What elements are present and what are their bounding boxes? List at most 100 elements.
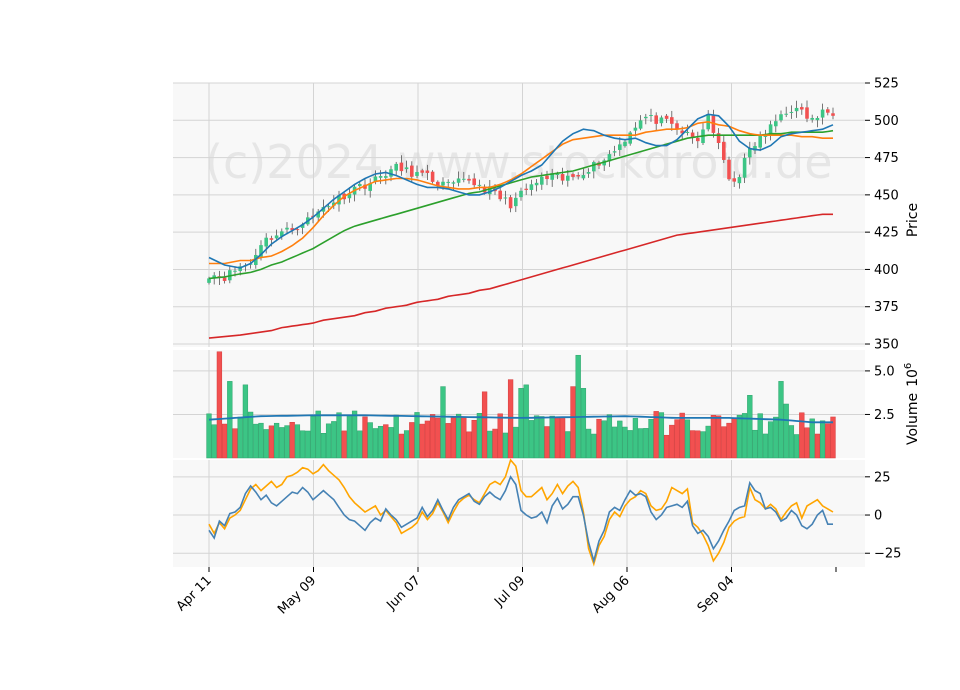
candle-up (207, 278, 211, 283)
volume-bar-down (710, 415, 717, 459)
volume-bar-up (767, 421, 774, 459)
volume-bar-up (741, 413, 748, 459)
volume-bar-up (523, 384, 529, 459)
oscillator-tick-label: 25 (874, 470, 891, 485)
candle-down (430, 171, 435, 182)
candle-down (826, 109, 830, 113)
volume-bar-up (325, 423, 332, 459)
candle-up (742, 157, 747, 178)
volume-bar-down (429, 414, 436, 459)
price-axis-title: Price (905, 203, 921, 237)
candle-down (732, 178, 736, 182)
volume-axis-title-main: Volume (905, 393, 921, 445)
candle-down (675, 123, 679, 129)
candle-up (441, 181, 445, 186)
moving-average-lines (208, 113, 834, 339)
volume-bars (206, 351, 836, 459)
volume-bar-down (481, 391, 488, 459)
volume-bar-up (273, 422, 280, 459)
candle-down (508, 197, 513, 209)
candle-up (815, 117, 820, 121)
volume-bar-up (773, 416, 779, 459)
volume-bar-up (617, 420, 623, 459)
volume-bar-down (435, 417, 441, 459)
oscillator-lines (208, 458, 834, 567)
candle-up (389, 169, 393, 177)
candle-down (472, 178, 476, 186)
candle-up (503, 197, 508, 199)
volume-bar-up (237, 416, 243, 459)
candle-up (810, 117, 814, 120)
candle-up (404, 167, 409, 170)
volume-bar-down (669, 424, 675, 459)
candle-down (420, 170, 424, 173)
candle-up (592, 162, 596, 172)
candle-up (384, 176, 388, 178)
candle-up (415, 172, 419, 176)
candle-down (690, 132, 695, 137)
ma-long-line (208, 213, 833, 339)
candle-down (410, 165, 414, 177)
candle-up (794, 107, 799, 112)
volume-bar-up (601, 420, 607, 459)
volume-bar-up (793, 434, 800, 459)
volume-bar-down (450, 417, 457, 459)
volume-bar-up (487, 430, 493, 459)
volume-bar-up (253, 423, 259, 459)
volume-bar-down (596, 418, 602, 459)
volume-bar-up (513, 426, 519, 459)
volume-axis-title-mult: 10 (905, 369, 921, 387)
volume-bar-down (731, 418, 737, 459)
volume-bar-up (294, 424, 301, 459)
volume-bar-up (388, 427, 394, 459)
candle-up (550, 173, 554, 180)
volume-bar-up (632, 418, 639, 459)
volume-bar-up (414, 412, 420, 459)
volume-bar-down (679, 412, 685, 459)
candle-up (633, 127, 638, 131)
volume-bar-up (455, 413, 462, 459)
candle-down (545, 175, 549, 180)
oscillator-tick-label: 0 (874, 509, 882, 524)
candle-down (727, 159, 731, 180)
volume-bar-up (403, 430, 410, 459)
candle-down (670, 117, 674, 124)
candle-up (623, 141, 627, 147)
price-tick-label: 525 (874, 77, 899, 92)
volume-bar-down (653, 411, 659, 459)
ma-slow-line (208, 129, 834, 280)
volume-bar-down (554, 416, 561, 459)
candle-up (607, 154, 612, 162)
candle-up (233, 270, 237, 272)
candle-up (316, 211, 320, 218)
candle-down (680, 130, 684, 134)
candle-up (326, 206, 331, 208)
volume-bar-up (310, 416, 316, 459)
volume-bar-down (830, 416, 836, 459)
volume-bar-up (320, 433, 327, 459)
x-axis: Apr 11 May 09 Jun 07 Jul 09 Aug 06 Sep 04 (174, 567, 837, 617)
volume-bar-down (221, 423, 228, 459)
candle-up (638, 120, 643, 129)
volume-bar-up (648, 418, 654, 459)
candle-up (446, 181, 450, 183)
volume-bar-up (331, 421, 337, 459)
volume-bar-down (466, 431, 472, 459)
volume-bar-up (752, 429, 758, 459)
volume-bar-up (684, 419, 691, 459)
volume-bar-up (518, 388, 524, 459)
candle-down (696, 138, 700, 142)
volume-bar-up (788, 425, 795, 459)
volume-bar-down (289, 422, 295, 459)
volume-bar-up (351, 410, 358, 459)
volume-bar-up (637, 428, 644, 459)
volume-bar-up (539, 416, 545, 459)
volume-bar-down (715, 415, 722, 459)
volume-bar-up (700, 431, 706, 459)
candle-down (576, 175, 580, 177)
candle-up (586, 172, 591, 174)
volume-bar-down (445, 423, 451, 459)
candle-up (649, 114, 653, 116)
candle-down (800, 107, 804, 110)
volume-bar-down (507, 379, 514, 459)
